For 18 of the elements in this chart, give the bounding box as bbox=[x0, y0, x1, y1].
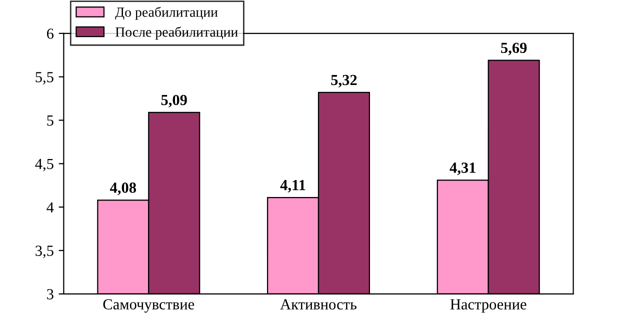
legend-label: До реабилитации bbox=[115, 6, 218, 20]
x-tick-label: Настроение bbox=[450, 299, 526, 313]
y-tick-label: 4,5 bbox=[35, 158, 54, 172]
y-tick-label: 3 bbox=[47, 289, 54, 300]
y-tick-label: 6 bbox=[46, 28, 54, 39]
x-tick-label: Самочувствие bbox=[103, 299, 194, 313]
y-tick-label: 4 bbox=[46, 202, 54, 212]
data-label: 4,31 bbox=[450, 162, 476, 176]
data-label: 5,09 bbox=[161, 94, 187, 108]
y-tick-label: 5,5 bbox=[36, 72, 54, 84]
y-tick-label: 5 bbox=[47, 116, 54, 126]
x-tick-label: Активность bbox=[280, 299, 357, 310]
data-label: 5,69 bbox=[501, 42, 527, 56]
data-label: 5,32 bbox=[331, 74, 357, 88]
legend-label: После реабилитации bbox=[115, 26, 238, 40]
data-label: 4,08 bbox=[110, 182, 136, 196]
data-label: 4,11 bbox=[280, 180, 306, 192]
y-tick-label: 3,5 bbox=[36, 246, 54, 258]
